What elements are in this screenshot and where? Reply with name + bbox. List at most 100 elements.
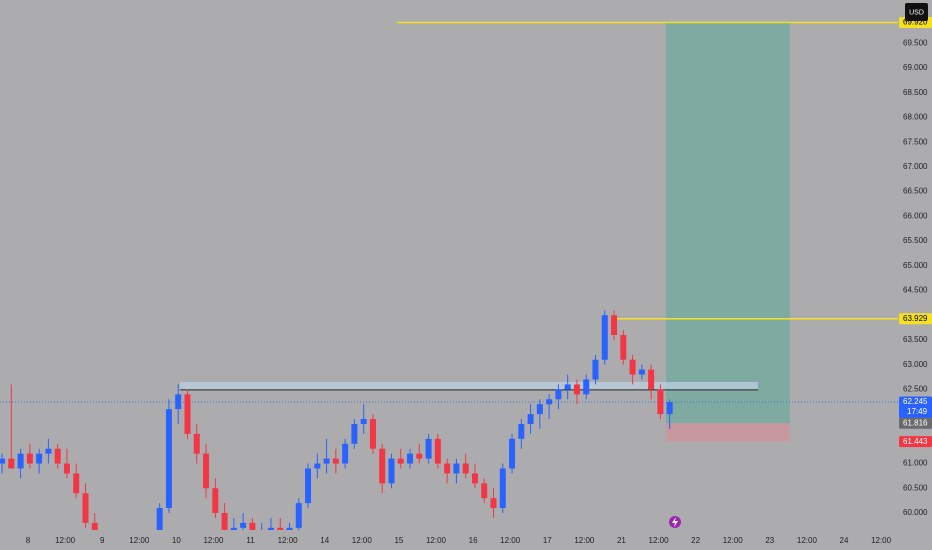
candle-body: [629, 359, 636, 375]
y-tick-label: 62.500: [903, 385, 928, 394]
x-tick-label: 12:00: [649, 536, 670, 545]
x-tick-label: 12:00: [500, 536, 521, 545]
candle-body: [73, 473, 80, 494]
x-tick-label: 12:00: [871, 536, 892, 545]
x-tick-label: 11: [246, 536, 255, 545]
plot-area: [0, 21, 898, 530]
candle-body: [620, 335, 627, 360]
candle-body: [360, 419, 367, 424]
candle-body: [17, 453, 24, 469]
candle-body: [203, 453, 210, 489]
y-tick-label: 68.500: [903, 88, 928, 97]
x-tick-label: 23: [765, 536, 774, 545]
x-tick-label: 12:00: [352, 536, 373, 545]
candle-body: [342, 443, 349, 464]
candle-body: [305, 468, 312, 504]
candle-body: [536, 404, 543, 415]
price-badge-label: 63.929: [903, 314, 928, 323]
y-tick-label: 69.000: [903, 63, 928, 72]
candle-body: [592, 359, 599, 380]
x-tick-label: 16: [469, 536, 478, 545]
x-tick-label: 9: [100, 536, 105, 545]
candle-body: [277, 527, 284, 530]
candle-body: [249, 522, 256, 530]
candle-body: [453, 463, 460, 474]
candle-body: [509, 438, 516, 469]
candle-body: [407, 453, 414, 464]
x-tick-label: 24: [840, 536, 849, 545]
y-tick-label: 64.500: [903, 286, 928, 295]
currency-badge[interactable]: [905, 3, 928, 21]
candle-body: [638, 369, 645, 375]
x-tick-label: 21: [617, 536, 626, 545]
candle-body: [388, 458, 395, 484]
candle-body: [601, 315, 608, 360]
candle-body: [481, 483, 488, 499]
x-tick-label: 12:00: [203, 536, 224, 545]
candle-body: [63, 463, 70, 474]
y-tick-label: 67.000: [903, 162, 928, 171]
candle-body: [546, 399, 553, 405]
profit-zone: [665, 22, 790, 424]
x-tick-label: 12:00: [55, 536, 76, 545]
candle-body: [212, 488, 219, 513]
candle-body: [471, 473, 478, 484]
y-tick-label: 65.000: [903, 261, 928, 270]
candle-body: [490, 498, 497, 509]
candle-body: [230, 527, 237, 530]
x-tick-label: 10: [172, 536, 181, 545]
candle-body: [462, 463, 469, 474]
currency-label: USD: [909, 9, 924, 16]
price-badge: [899, 417, 932, 429]
y-tick-label: 60.500: [903, 483, 928, 492]
axes: 60.000 60.500 61.000 62.500 63.000 63.500 64.5…: [26, 38, 928, 545]
candle-body: [583, 379, 590, 395]
x-tick-label: 12:00: [797, 536, 818, 545]
candle-body: [184, 394, 191, 434]
candle-body: [416, 453, 423, 459]
y-tick-label: 66.500: [903, 187, 928, 196]
x-tick-label: 12:00: [129, 536, 150, 545]
x-tick-label: 12:00: [723, 536, 744, 545]
loss-zone: [665, 423, 790, 442]
candle-body: [0, 458, 6, 464]
candle-body: [295, 503, 302, 528]
price-badge-label: 61.443: [903, 437, 928, 446]
price-badge: [899, 313, 932, 325]
x-tick-label: 14: [320, 536, 329, 545]
candle-body: [314, 463, 321, 469]
y-tick-label: 63.000: [903, 360, 928, 369]
x-tick-label: 17: [543, 536, 552, 545]
candle-body: [434, 438, 441, 464]
price-badge-label: 62.245: [903, 397, 928, 406]
event-icon-bolt: [672, 517, 678, 527]
x-tick-label: 12:00: [278, 536, 299, 545]
candle-body: [332, 458, 339, 464]
candle-body: [657, 389, 664, 415]
y-tick-label: 65.500: [903, 236, 928, 245]
candle-body: [45, 448, 52, 454]
candle-body: [611, 315, 618, 336]
candle-body: [351, 424, 358, 444]
candle-body: [175, 394, 182, 410]
candle-body: [156, 508, 163, 530]
price-badge: [899, 396, 932, 419]
price-badge-countdown: 17:49: [907, 407, 928, 416]
candle-body: [444, 463, 451, 474]
candle-body: [240, 522, 247, 528]
price-badge-label: 69.920: [903, 18, 928, 27]
x-tick-label: 8: [26, 536, 31, 545]
candle-body: [499, 468, 506, 509]
candle-body: [379, 448, 386, 484]
candle-body: [267, 527, 274, 530]
candle-body: [527, 414, 534, 424]
candle-body: [397, 458, 404, 464]
candle-body: [573, 384, 580, 395]
price-badge-label: 61.816: [903, 418, 928, 427]
y-tick-label: 63.500: [903, 335, 928, 344]
candle-body: [26, 453, 33, 464]
candle-body: [666, 401, 673, 415]
x-tick-label: 12:00: [426, 536, 447, 545]
candle-body: [165, 409, 172, 509]
